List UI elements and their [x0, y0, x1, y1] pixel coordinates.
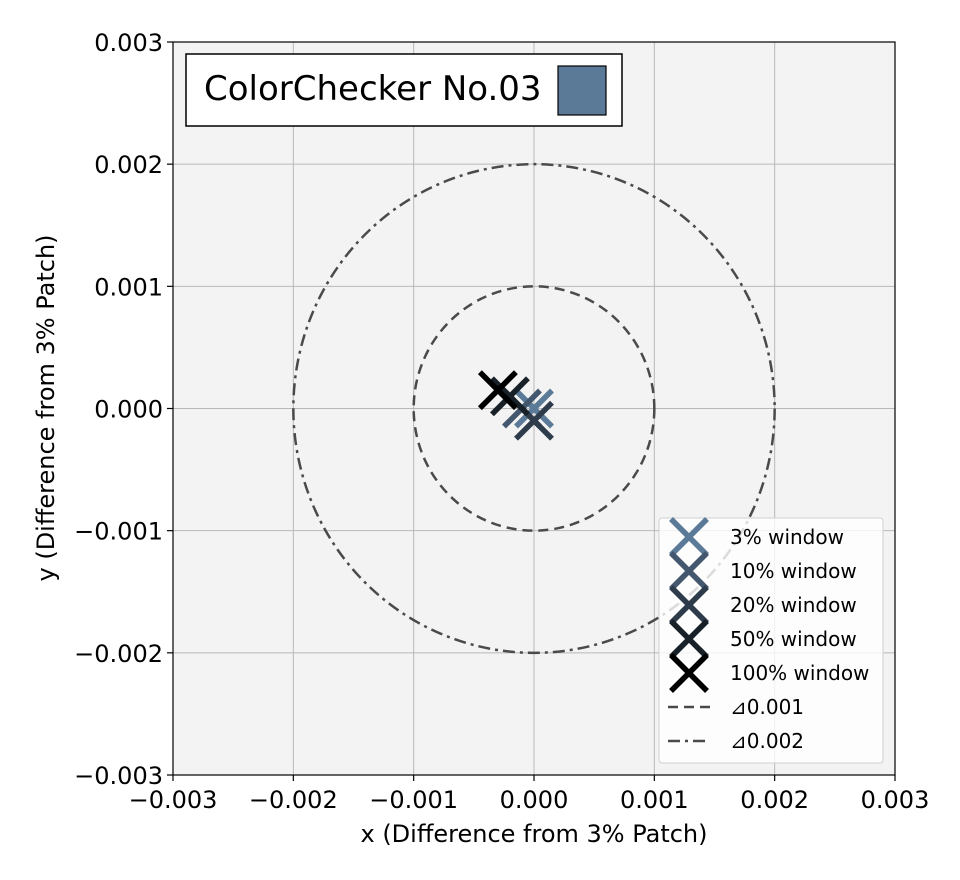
y-tick-label: −0.001 — [74, 518, 163, 546]
tolerance-circle — [412, 285, 656, 532]
y-tick-label: −0.002 — [74, 640, 163, 668]
y-tick-label: 0.000 — [94, 396, 163, 424]
x-tick-label: 0.002 — [740, 786, 809, 814]
legend: 3% window 10% window 20% window 50% window 1… — [658, 517, 884, 764]
data-markers — [477, 370, 554, 441]
x-tick-label: −0.002 — [249, 786, 338, 814]
legend-label: 10% window — [730, 559, 857, 583]
x-tick-label: 0.000 — [500, 786, 569, 814]
tolerance-circle — [292, 162, 776, 655]
x-tick-label: −0.001 — [369, 786, 458, 814]
legend-marker — [669, 653, 709, 693]
title-color-swatch — [557, 65, 607, 116]
y-tick-label: 0.001 — [94, 273, 163, 301]
legend-label: 3% window — [730, 525, 844, 549]
x-tick-label: 0.003 — [861, 786, 930, 814]
legend-label: 50% window — [730, 627, 857, 651]
data-point-marker — [514, 388, 554, 429]
x-tick-label: −0.003 — [129, 786, 218, 814]
legend-label: ⊿0.001 — [730, 695, 804, 719]
y-tick-label: −0.003 — [74, 762, 163, 790]
data-point-marker — [477, 370, 518, 411]
legend-frame — [658, 517, 884, 764]
title-frame — [185, 53, 623, 127]
legend-label: 20% window — [730, 593, 857, 617]
legend-marker — [669, 517, 709, 557]
legend-marker — [669, 551, 709, 591]
y-tick-label: 0.003 — [94, 29, 163, 57]
x-axis-title: x (Difference from 3% Patch) — [360, 820, 707, 848]
tolerance-circles — [292, 162, 776, 655]
legend-marker — [669, 619, 709, 659]
x-tick-label: 0.001 — [620, 786, 689, 814]
legend-marker — [669, 585, 709, 625]
y-axis-title: y (Difference from 3% Patch) — [32, 234, 60, 581]
chart-title: ColorChecker No.03 — [204, 69, 542, 109]
legend-label: ⊿0.002 — [730, 729, 804, 753]
axis-ticks: −0.003 −0.002 −0.001 0.000 0.001 0.002 0.003 −0… — [74, 29, 929, 814]
y-tick-label: 0.002 — [94, 151, 163, 179]
legend-label: 100% window — [730, 661, 869, 685]
data-point-marker — [489, 376, 530, 417]
title-box: ColorChecker No.03 — [185, 53, 623, 127]
